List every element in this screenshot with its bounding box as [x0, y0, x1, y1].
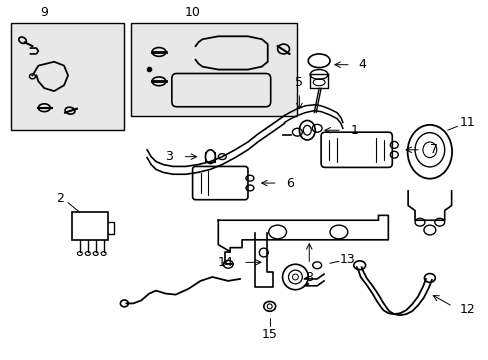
- Text: 11: 11: [459, 116, 474, 129]
- Text: 4: 4: [358, 58, 366, 71]
- Text: 6: 6: [286, 176, 294, 190]
- Text: 3: 3: [164, 150, 172, 163]
- Text: 5: 5: [295, 76, 303, 89]
- Bar: [11, 23, 124, 130]
- Bar: [131, 23, 297, 116]
- Text: 1: 1: [350, 124, 358, 137]
- Text: 7: 7: [429, 143, 437, 156]
- Text: 8: 8: [305, 271, 313, 284]
- Text: 12: 12: [459, 303, 474, 316]
- Text: 10: 10: [184, 6, 200, 19]
- Text: 2: 2: [56, 192, 64, 205]
- Text: 14: 14: [217, 256, 233, 269]
- Text: 9: 9: [41, 6, 48, 19]
- Text: 13: 13: [339, 253, 355, 266]
- Bar: [72, 212, 107, 240]
- Text: 15: 15: [261, 328, 277, 341]
